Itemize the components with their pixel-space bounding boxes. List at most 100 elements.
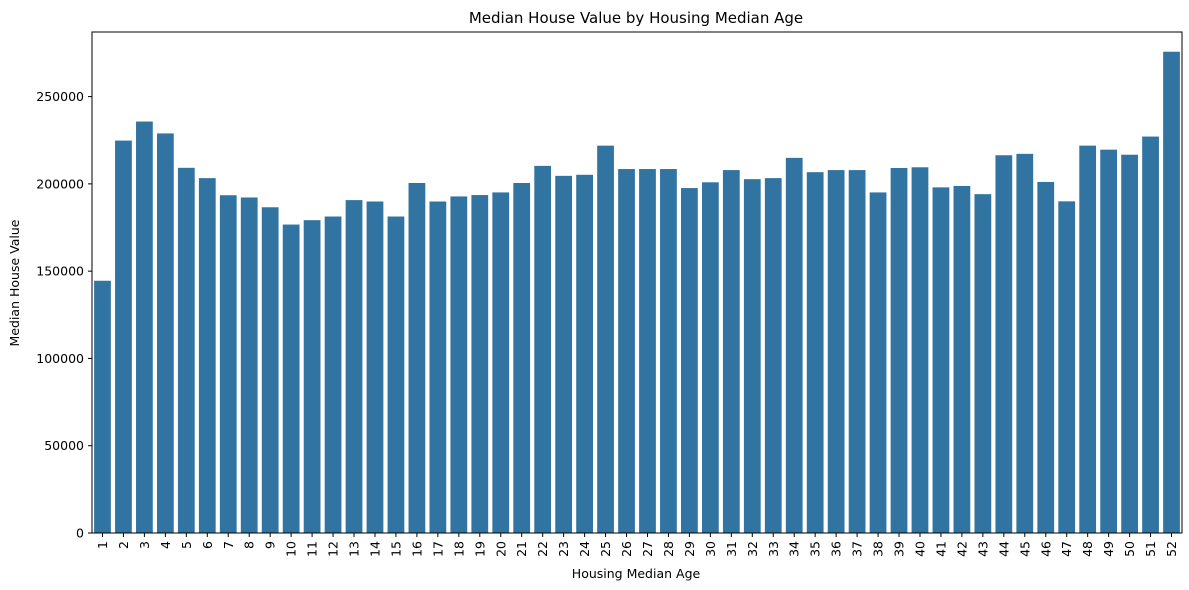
bar-39 [890, 167, 908, 533]
x-tick-label: 8 [242, 541, 257, 549]
bar-20 [492, 192, 510, 533]
x-tick-label: 40 [912, 541, 927, 557]
bar-47 [1058, 201, 1076, 534]
x-tick-label: 52 [1164, 541, 1179, 557]
bar-14 [366, 201, 384, 534]
x-axis-title: Housing Median Age [572, 566, 701, 581]
bar-36 [827, 170, 845, 533]
x-tick-label: 5 [179, 541, 194, 549]
bar-51 [1142, 136, 1159, 533]
bar-43 [974, 194, 992, 533]
x-tick-label: 14 [367, 541, 382, 557]
x-tick-label: 35 [808, 541, 823, 557]
x-tick-label: 19 [472, 541, 487, 557]
bar-45 [1016, 153, 1034, 533]
x-tick-label: 39 [892, 541, 907, 557]
y-axis-ticks: 0 50000 100000 150000 200000 250000 [36, 89, 92, 541]
x-tick-label: 9 [263, 541, 278, 549]
x-tick-label: 41 [933, 541, 948, 557]
bar-50 [1121, 154, 1138, 533]
x-tick-label: 20 [493, 541, 508, 557]
x-tick-label: 27 [640, 541, 655, 557]
bar-34 [785, 157, 803, 534]
x-tick-label: 37 [850, 541, 865, 557]
bar-7 [219, 195, 237, 533]
x-tick-label: 6 [200, 541, 215, 549]
x-tick-label: 25 [598, 541, 613, 557]
bar-18 [450, 196, 468, 533]
x-tick-label: 49 [1101, 541, 1116, 557]
bar-29 [681, 188, 698, 534]
bar-40 [911, 167, 929, 533]
bar-32 [743, 179, 761, 533]
bar-41 [932, 187, 950, 533]
x-tick-label: 43 [975, 541, 990, 557]
x-tick-label: 30 [703, 541, 718, 557]
x-tick-label: 47 [1059, 541, 1074, 557]
x-tick-label: 15 [388, 541, 403, 557]
bar-12 [324, 216, 342, 533]
bar-52 [1163, 51, 1180, 534]
bar-48 [1079, 145, 1097, 533]
x-tick-label: 34 [787, 541, 802, 557]
x-tick-label: 4 [158, 541, 173, 549]
bar-37 [848, 170, 866, 533]
x-tick-label: 51 [1143, 541, 1158, 557]
y-tick-label: 100000 [36, 351, 84, 366]
bar-28 [660, 169, 677, 534]
bar-4 [156, 133, 174, 534]
x-tick-label: 24 [577, 541, 592, 557]
bar-33 [764, 178, 782, 533]
x-tick-label: 2 [116, 541, 131, 549]
x-tick-label: 23 [556, 541, 571, 557]
bar-11 [303, 220, 321, 533]
bar-19 [471, 195, 489, 533]
x-tick-label: 33 [766, 541, 781, 557]
x-tick-label: 18 [451, 541, 466, 557]
x-tick-label: 22 [535, 541, 550, 557]
bar-30 [701, 182, 719, 534]
bar-49 [1100, 149, 1118, 534]
bar-13 [345, 200, 363, 533]
x-tick-label: 44 [996, 541, 1011, 557]
x-tick-label: 11 [305, 541, 320, 557]
x-tick-label: 13 [347, 541, 362, 557]
x-axis-ticks: 1 2 3 4 5 6 7 8 9 10 11 12 13 14 15 16 17 18 19 20 21 22 23 24 2… [95, 533, 1179, 557]
bar-2 [115, 140, 132, 533]
y-tick-label: 200000 [36, 176, 84, 191]
bar-9 [261, 207, 279, 534]
chart-title: Median House Value by Housing Median Age [469, 9, 803, 27]
bar-16 [408, 182, 426, 533]
x-tick-label: 10 [284, 541, 299, 557]
x-tick-label: 16 [409, 541, 424, 557]
bar-44 [995, 155, 1013, 534]
y-tick-label: 150000 [36, 264, 84, 279]
y-tick-label: 250000 [36, 89, 84, 104]
bar-38 [869, 192, 887, 533]
x-tick-label: 48 [1080, 541, 1095, 557]
x-tick-label: 21 [514, 541, 529, 557]
bar-6 [198, 178, 216, 533]
x-tick-label: 12 [326, 541, 341, 557]
bar-17 [429, 201, 447, 534]
bar-26 [618, 169, 635, 534]
plot-frame [91, 31, 1183, 534]
x-tick-label: 7 [221, 541, 236, 549]
bar-8 [240, 197, 258, 533]
bar-15 [387, 216, 405, 533]
x-tick-label: 32 [745, 541, 760, 557]
x-tick-label: 28 [661, 541, 676, 557]
x-tick-label: 46 [1038, 541, 1053, 557]
x-tick-label: 42 [954, 541, 969, 557]
bar-22 [534, 165, 552, 534]
bar-10 [282, 224, 300, 533]
bar-21 [513, 182, 531, 533]
x-tick-label: 3 [137, 541, 152, 549]
x-tick-label: 17 [430, 541, 445, 557]
bar-1 [94, 280, 111, 533]
x-tick-label: 31 [724, 541, 739, 557]
y-axis-title: Median House Value [7, 219, 22, 346]
y-tick-label: 0 [76, 526, 84, 541]
bar-42 [953, 185, 971, 533]
